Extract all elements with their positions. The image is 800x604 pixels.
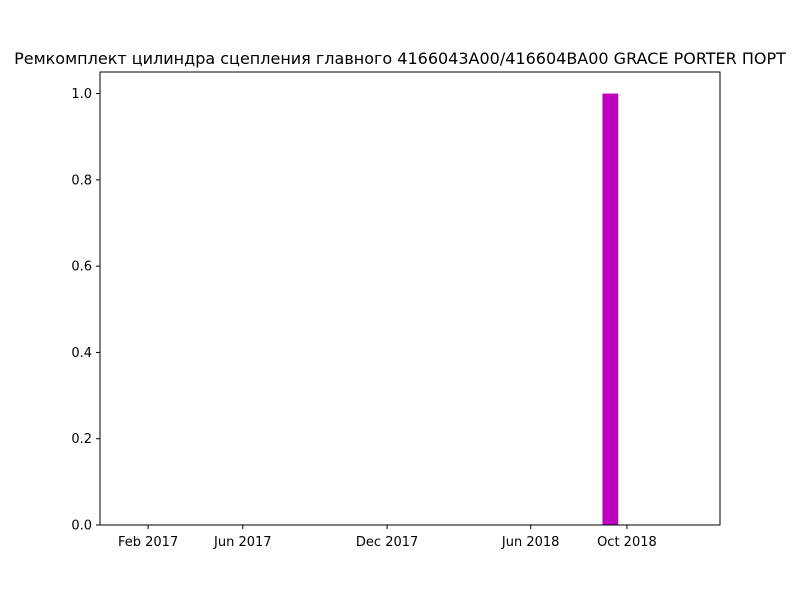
x-tick-label: Dec 2017 bbox=[356, 535, 418, 550]
x-tick-label: Feb 2017 bbox=[118, 535, 178, 550]
y-tick-label: 0.8 bbox=[71, 173, 92, 188]
y-tick-label: 1.0 bbox=[71, 87, 92, 102]
bars-layer bbox=[602, 93, 619, 525]
x-tick-label: Oct 2018 bbox=[597, 535, 657, 550]
plot-frame bbox=[99, 71, 721, 526]
y-tick-label: 0.0 bbox=[71, 519, 92, 534]
y-tick-label: 0.2 bbox=[71, 432, 92, 447]
y-tick-label: 0.4 bbox=[71, 346, 92, 361]
bar bbox=[602, 93, 619, 525]
x-tick-label: Jun 2017 bbox=[213, 535, 272, 550]
y-axis: 0.0 0.2 0.4 0.6 0.8 1.0 bbox=[71, 87, 100, 534]
x-axis: Feb 2017 Jun 2017 Dec 2017 Jun 2018 Oct 2018 bbox=[118, 525, 657, 550]
y-tick-label: 0.6 bbox=[71, 260, 92, 275]
chart-title: Ремкомплект цилиндра сцепления главного … bbox=[14, 49, 786, 68]
x-tick-label: Jun 2018 bbox=[501, 535, 560, 550]
